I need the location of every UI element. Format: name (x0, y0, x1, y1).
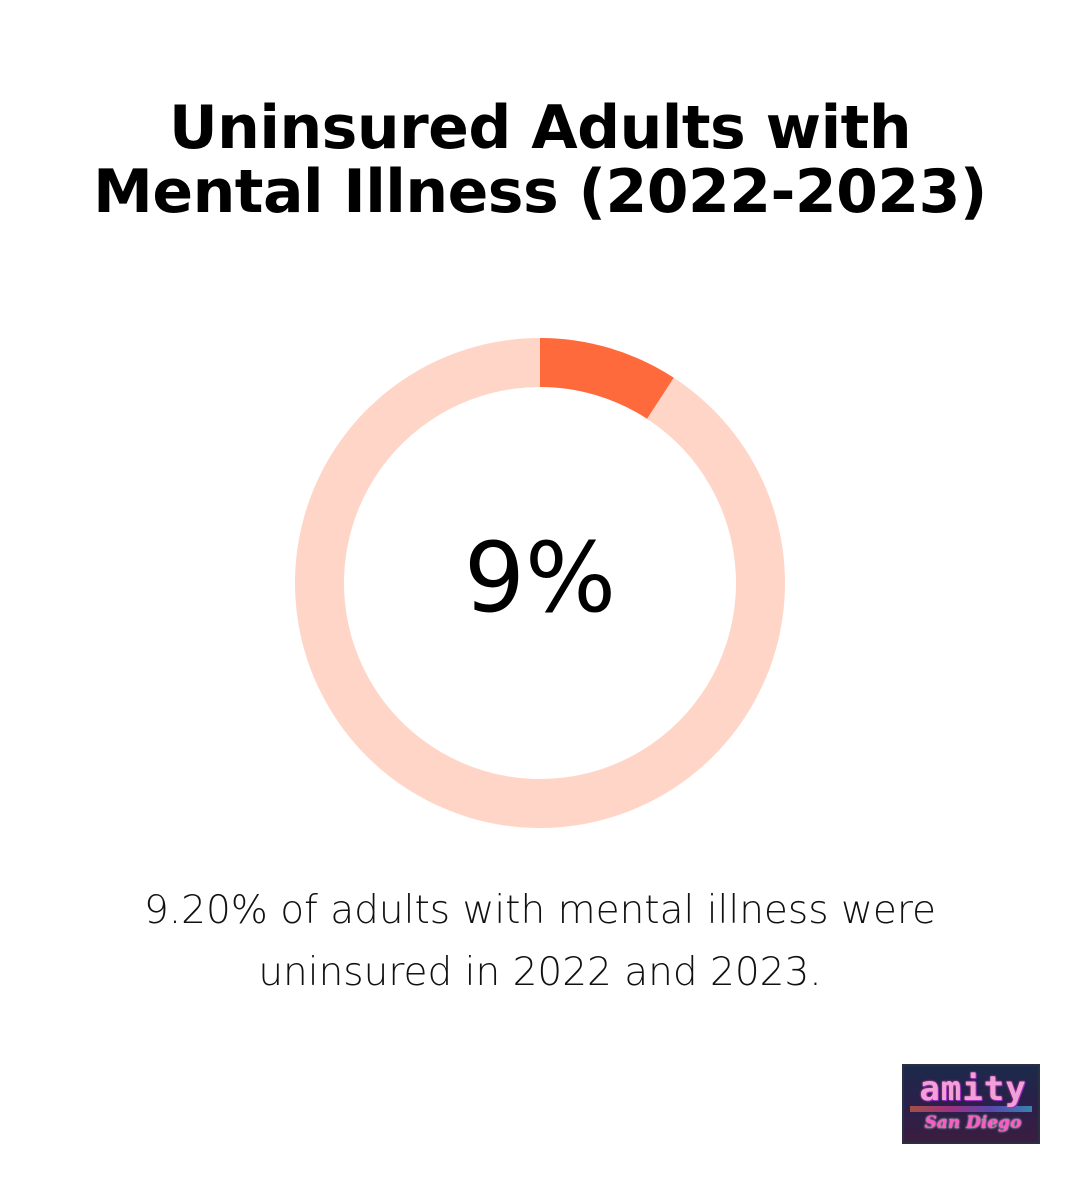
caption-line-1: 9.20% of adults with mental illness were (143, 888, 937, 933)
caption-line-2: uninsured in 2022 and 2023. (258, 950, 822, 995)
chart-title: Uninsured Adults with Mental Illness (20… (40, 96, 1040, 224)
logo-wordmark: amity (919, 1069, 1027, 1109)
logo-script: San Diego (924, 1113, 1022, 1133)
chart-title-line-1: Uninsured Adults with (168, 93, 912, 163)
logo-stripes (910, 1106, 1032, 1112)
amity-san-diego-logo: amity San Diego (902, 1064, 1040, 1144)
chart-caption: 9.20% of adults with mental illness were… (40, 880, 1040, 1004)
donut-chart (294, 338, 785, 828)
chart-title-line-2: Mental Illness (2022-2023) (93, 157, 987, 227)
donut-slice-highlight (540, 338, 674, 419)
center-value-label: 9% (463, 522, 617, 634)
